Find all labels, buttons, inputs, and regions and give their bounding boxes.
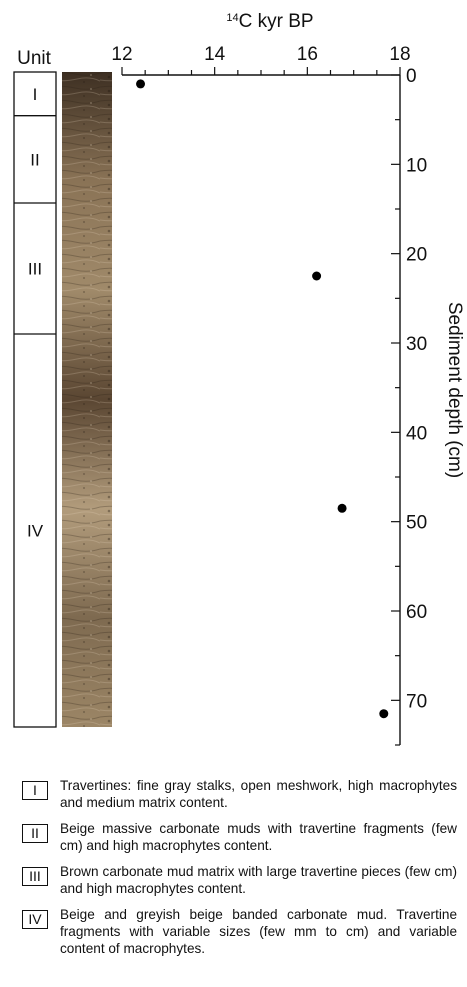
y-tick-label: 70 [406, 691, 427, 712]
x-axis-title-text: C kyr BP [239, 11, 314, 32]
x-axis-title-superscript: 14 [226, 12, 238, 24]
y-tick-label: 50 [406, 513, 427, 534]
x-tick-label: 14 [204, 44, 226, 65]
y-tick-label: 0 [406, 66, 417, 87]
unit-label-ii: II [30, 150, 39, 169]
legend-item-iv: IV Beige and greyish beige banded carbon… [22, 906, 457, 957]
y-tick-label: 10 [406, 155, 427, 176]
legend-unit-box: III [22, 867, 48, 886]
data-point [312, 271, 322, 281]
x-tick-label: 16 [297, 44, 318, 65]
y-tick-label: 20 [406, 245, 427, 266]
x-tick-label: 18 [389, 44, 410, 65]
legend-unit-box: I [22, 781, 48, 800]
y-tick-label: 60 [406, 602, 427, 623]
legend-unit-box: IV [22, 910, 48, 929]
legend-unit-box: II [22, 824, 48, 843]
legend-description: Brown carbonate mud matrix with large tr… [60, 864, 457, 896]
unit-label-i: I [33, 85, 38, 104]
data-point [379, 709, 389, 719]
y-tick-label: 30 [406, 334, 427, 355]
axes: 12 14 16 180 10 20 30 40 50 60 70 [111, 44, 427, 746]
units-header: Unit [17, 48, 52, 69]
unit-label-iii: III [28, 260, 42, 279]
x-axis-title: 14C kyr BP [226, 11, 313, 32]
legend-item-iii: III Brown carbonate mud matrix with larg… [22, 863, 457, 897]
legend-description: Beige and greyish beige banded carbonate… [60, 907, 457, 956]
legend-description: Beige massive carbonate muds with traver… [60, 821, 457, 853]
legend-item-i: I Travertines: fine gray stalks, open me… [22, 777, 457, 811]
y-axis-title: Sediment depth (cm) [444, 302, 465, 478]
legend-description: Travertines: fine gray stalks, open mesh… [60, 778, 457, 810]
units-frame [13, 71, 57, 728]
legend-item-ii: II Beige massive carbonate muds with tra… [22, 820, 457, 854]
x-tick-label: 12 [111, 44, 132, 65]
data-point [337, 503, 347, 513]
unit-label-iv: IV [27, 522, 44, 541]
data-point [136, 79, 146, 89]
unit-legend: I Travertines: fine gray stalks, open me… [22, 777, 457, 966]
data-points [136, 79, 389, 719]
core-image [62, 72, 112, 727]
y-tick-label: 40 [406, 423, 427, 444]
